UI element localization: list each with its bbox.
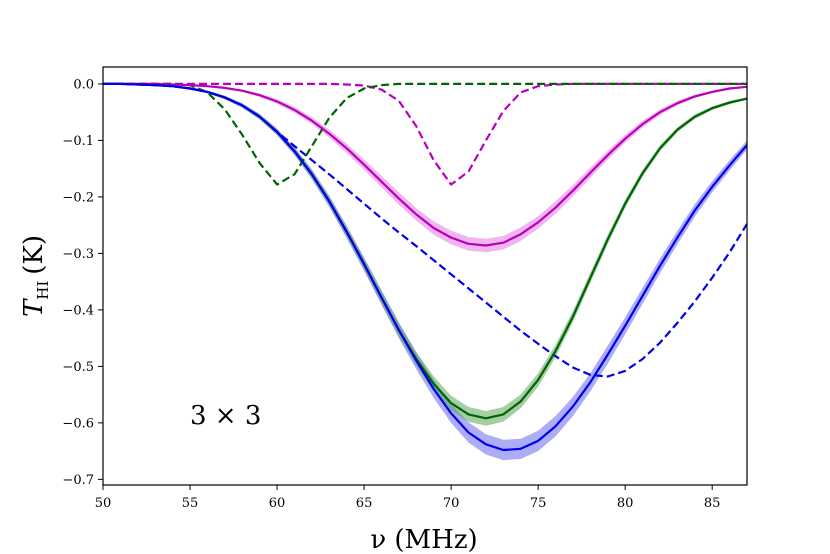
series-lines	[103, 82, 747, 452]
x-tick-label: 75	[530, 496, 547, 511]
plot-frame	[102, 66, 748, 486]
green-dashed-line	[103, 82, 747, 186]
magenta-solid-line	[103, 82, 747, 247]
blue-solid-line	[103, 82, 747, 452]
y-tick-label: 0.0	[73, 77, 94, 92]
x-tick-label: 65	[356, 496, 373, 511]
y-axis-label-main: T	[19, 298, 49, 317]
magenta-dashed-line	[103, 82, 747, 186]
x-tick-label: 85	[704, 496, 721, 511]
y-tick-label: −0.2	[62, 190, 94, 205]
y-tick-label: −0.7	[62, 473, 94, 488]
y-axis-label: THI (K)	[19, 235, 52, 317]
x-tick-label: 70	[443, 496, 460, 511]
svg-text:THI(K): THI (K)	[19, 235, 52, 317]
blue-dashed-line	[103, 82, 747, 378]
y-tick-label: −0.3	[62, 247, 94, 262]
magenta-solid-band	[103, 83, 747, 253]
y-axis-ticks: 0.0 −0.1 −0.2 −0.3 −0.4 −0.5 −0.6 −0.7	[62, 77, 103, 488]
y-tick-label: −0.5	[62, 360, 94, 375]
y-axis-label-unit: (K)	[19, 235, 49, 275]
x-tick-label: 60	[269, 496, 286, 511]
x-tick-label: 80	[617, 496, 634, 511]
y-tick-label: −0.6	[62, 416, 94, 431]
y-tick-label: −0.4	[62, 303, 94, 318]
y-tick-label: −0.1	[62, 134, 94, 149]
x-tick-label: 50	[95, 496, 112, 511]
grid-size-annotation: 3 × 3	[190, 401, 261, 431]
x-tick-label: 55	[182, 496, 199, 511]
x-axis-ticks: 50 55 60 65 70 75 80 85	[95, 485, 721, 511]
x-axis-label: ν (MHz)	[370, 525, 477, 554]
y-axis-label-sub: HI	[34, 281, 52, 300]
